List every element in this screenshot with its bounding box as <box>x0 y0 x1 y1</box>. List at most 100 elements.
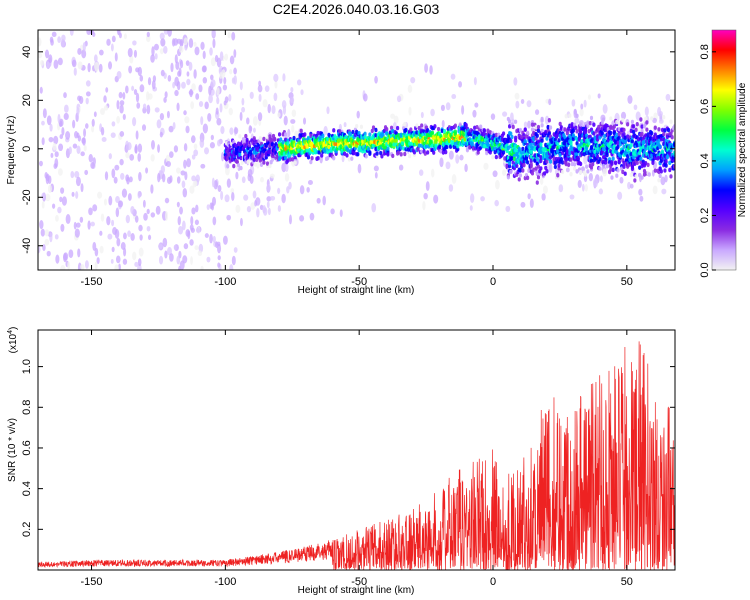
spectrogram-cell <box>638 188 643 196</box>
spectrogram-cell <box>216 87 220 96</box>
spectrogram-cell <box>161 173 166 183</box>
spectrogram-cell <box>233 247 238 253</box>
spectrogram-cell <box>535 180 539 185</box>
spectrogram-cell <box>232 163 236 169</box>
spectrogram-cell <box>72 143 78 149</box>
spectrogram-cell <box>601 146 606 152</box>
spectrogram-cell <box>509 169 513 175</box>
spectrogram-cell <box>183 110 187 116</box>
spectrogram-cell <box>440 104 445 112</box>
spectrogram-cell <box>179 260 185 270</box>
spectrogram-cell <box>556 173 560 178</box>
spectrogram-cell <box>60 38 65 48</box>
spectrogram-cell <box>532 136 536 141</box>
y-tick-label: 0 <box>21 146 33 152</box>
spectrogram-cell <box>669 119 673 124</box>
spectrogram-cell <box>660 176 666 186</box>
spectrogram-cell <box>436 126 441 132</box>
spectrogram-cell <box>51 31 57 38</box>
spectrogram-cell <box>445 102 451 111</box>
spectrogram-cell <box>41 137 45 146</box>
spectrogram-cell <box>200 41 205 50</box>
spectrogram-cell <box>125 85 129 94</box>
spectrogram-cell <box>392 142 396 147</box>
spectrogram-cell <box>488 130 492 135</box>
spectrogram-cell <box>132 251 137 261</box>
spectrogram-cell <box>284 173 290 182</box>
spectrogram-cell <box>94 261 98 270</box>
spectrogram-cell <box>391 153 395 159</box>
spectrogram-cell <box>40 228 45 237</box>
spectrogram-cell <box>114 264 120 270</box>
spectrogram-cell <box>114 229 120 239</box>
spectrogram-cell <box>163 30 169 35</box>
spectrogram-cell <box>226 214 231 221</box>
spectrogram-cell <box>573 166 577 171</box>
spectrogram-cell <box>573 162 577 167</box>
spectrogram-cell <box>287 128 291 138</box>
spectrogram-cell <box>374 133 378 138</box>
spectrogram-cell <box>114 52 118 62</box>
spectrogram-cell <box>58 143 64 152</box>
spectrogram-cell <box>164 210 169 221</box>
spectrogram-cell <box>111 219 115 227</box>
spectrogram-cell <box>114 164 120 171</box>
spectrogram-cell <box>57 36 61 44</box>
spectrogram-y-ticks: -40 -20 0 20 40 <box>21 46 675 254</box>
spectrogram-cell <box>80 264 85 270</box>
spectrogram-cell <box>229 141 233 147</box>
spectrogram-cell <box>617 127 621 132</box>
spectrogram-cell <box>351 129 355 135</box>
y-tick-label: 0.2 <box>21 522 33 537</box>
spectrogram-cell <box>85 91 91 97</box>
spectrogram-cell <box>639 156 643 161</box>
spectrogram-cell <box>51 203 56 209</box>
spectrogram-cell <box>638 172 642 178</box>
spectrogram-cell <box>650 116 654 121</box>
spectrogram-cell <box>123 232 127 240</box>
spectrogram-cell <box>658 110 663 117</box>
spectrogram-cell <box>258 93 262 102</box>
spectrogram-cell <box>53 59 59 69</box>
spectrogram-cell <box>579 128 583 133</box>
spectrogram-cell <box>392 122 397 131</box>
spectrogram-cell <box>40 59 44 66</box>
spectrogram-cell <box>134 143 138 154</box>
spectrogram-cell <box>423 192 428 200</box>
spectrogram-cell <box>299 185 305 195</box>
spectrogram-cell <box>485 147 489 152</box>
spectrogram-cell <box>472 109 477 118</box>
x-tick-label: -150 <box>81 576 103 588</box>
spectrogram-cell <box>164 197 170 204</box>
spectrogram-cell <box>567 162 571 168</box>
spectrogram-cell <box>558 121 562 127</box>
spectrogram-cell <box>193 41 197 47</box>
spectrogram-cell <box>189 224 194 231</box>
spectrogram-cell <box>564 114 568 119</box>
spectrogram-cell <box>87 62 91 73</box>
spectrogram-cell <box>352 150 356 156</box>
spectrogram-cell <box>251 146 255 152</box>
spectrogram-cell <box>111 35 116 43</box>
spectrogram-cell <box>67 261 71 270</box>
spectrogram-cell <box>110 43 114 52</box>
spectrogram-cell <box>61 196 67 206</box>
spectrogram-cell <box>468 145 472 150</box>
spectrogram-cell <box>385 126 389 132</box>
spectrogram-cell <box>190 256 193 265</box>
spectrogram-cell <box>277 187 281 195</box>
spectrogram-cell <box>176 81 181 91</box>
spectrogram-cell <box>588 173 593 182</box>
spectrogram-cell <box>539 142 543 147</box>
spectrogram-cell <box>165 160 172 167</box>
spectrogram-cell <box>100 213 105 222</box>
spectrogram-cell <box>629 143 633 148</box>
spectrogram-cell <box>204 101 209 110</box>
spectrogram-cell <box>612 124 616 129</box>
y-tick-label: 20 <box>21 94 33 106</box>
colorbar-frame <box>711 29 737 271</box>
spectrogram-cell <box>380 138 384 143</box>
spectrogram-cell <box>290 86 294 93</box>
spectrogram-cell <box>282 73 286 82</box>
spectrogram-cell <box>271 105 276 115</box>
